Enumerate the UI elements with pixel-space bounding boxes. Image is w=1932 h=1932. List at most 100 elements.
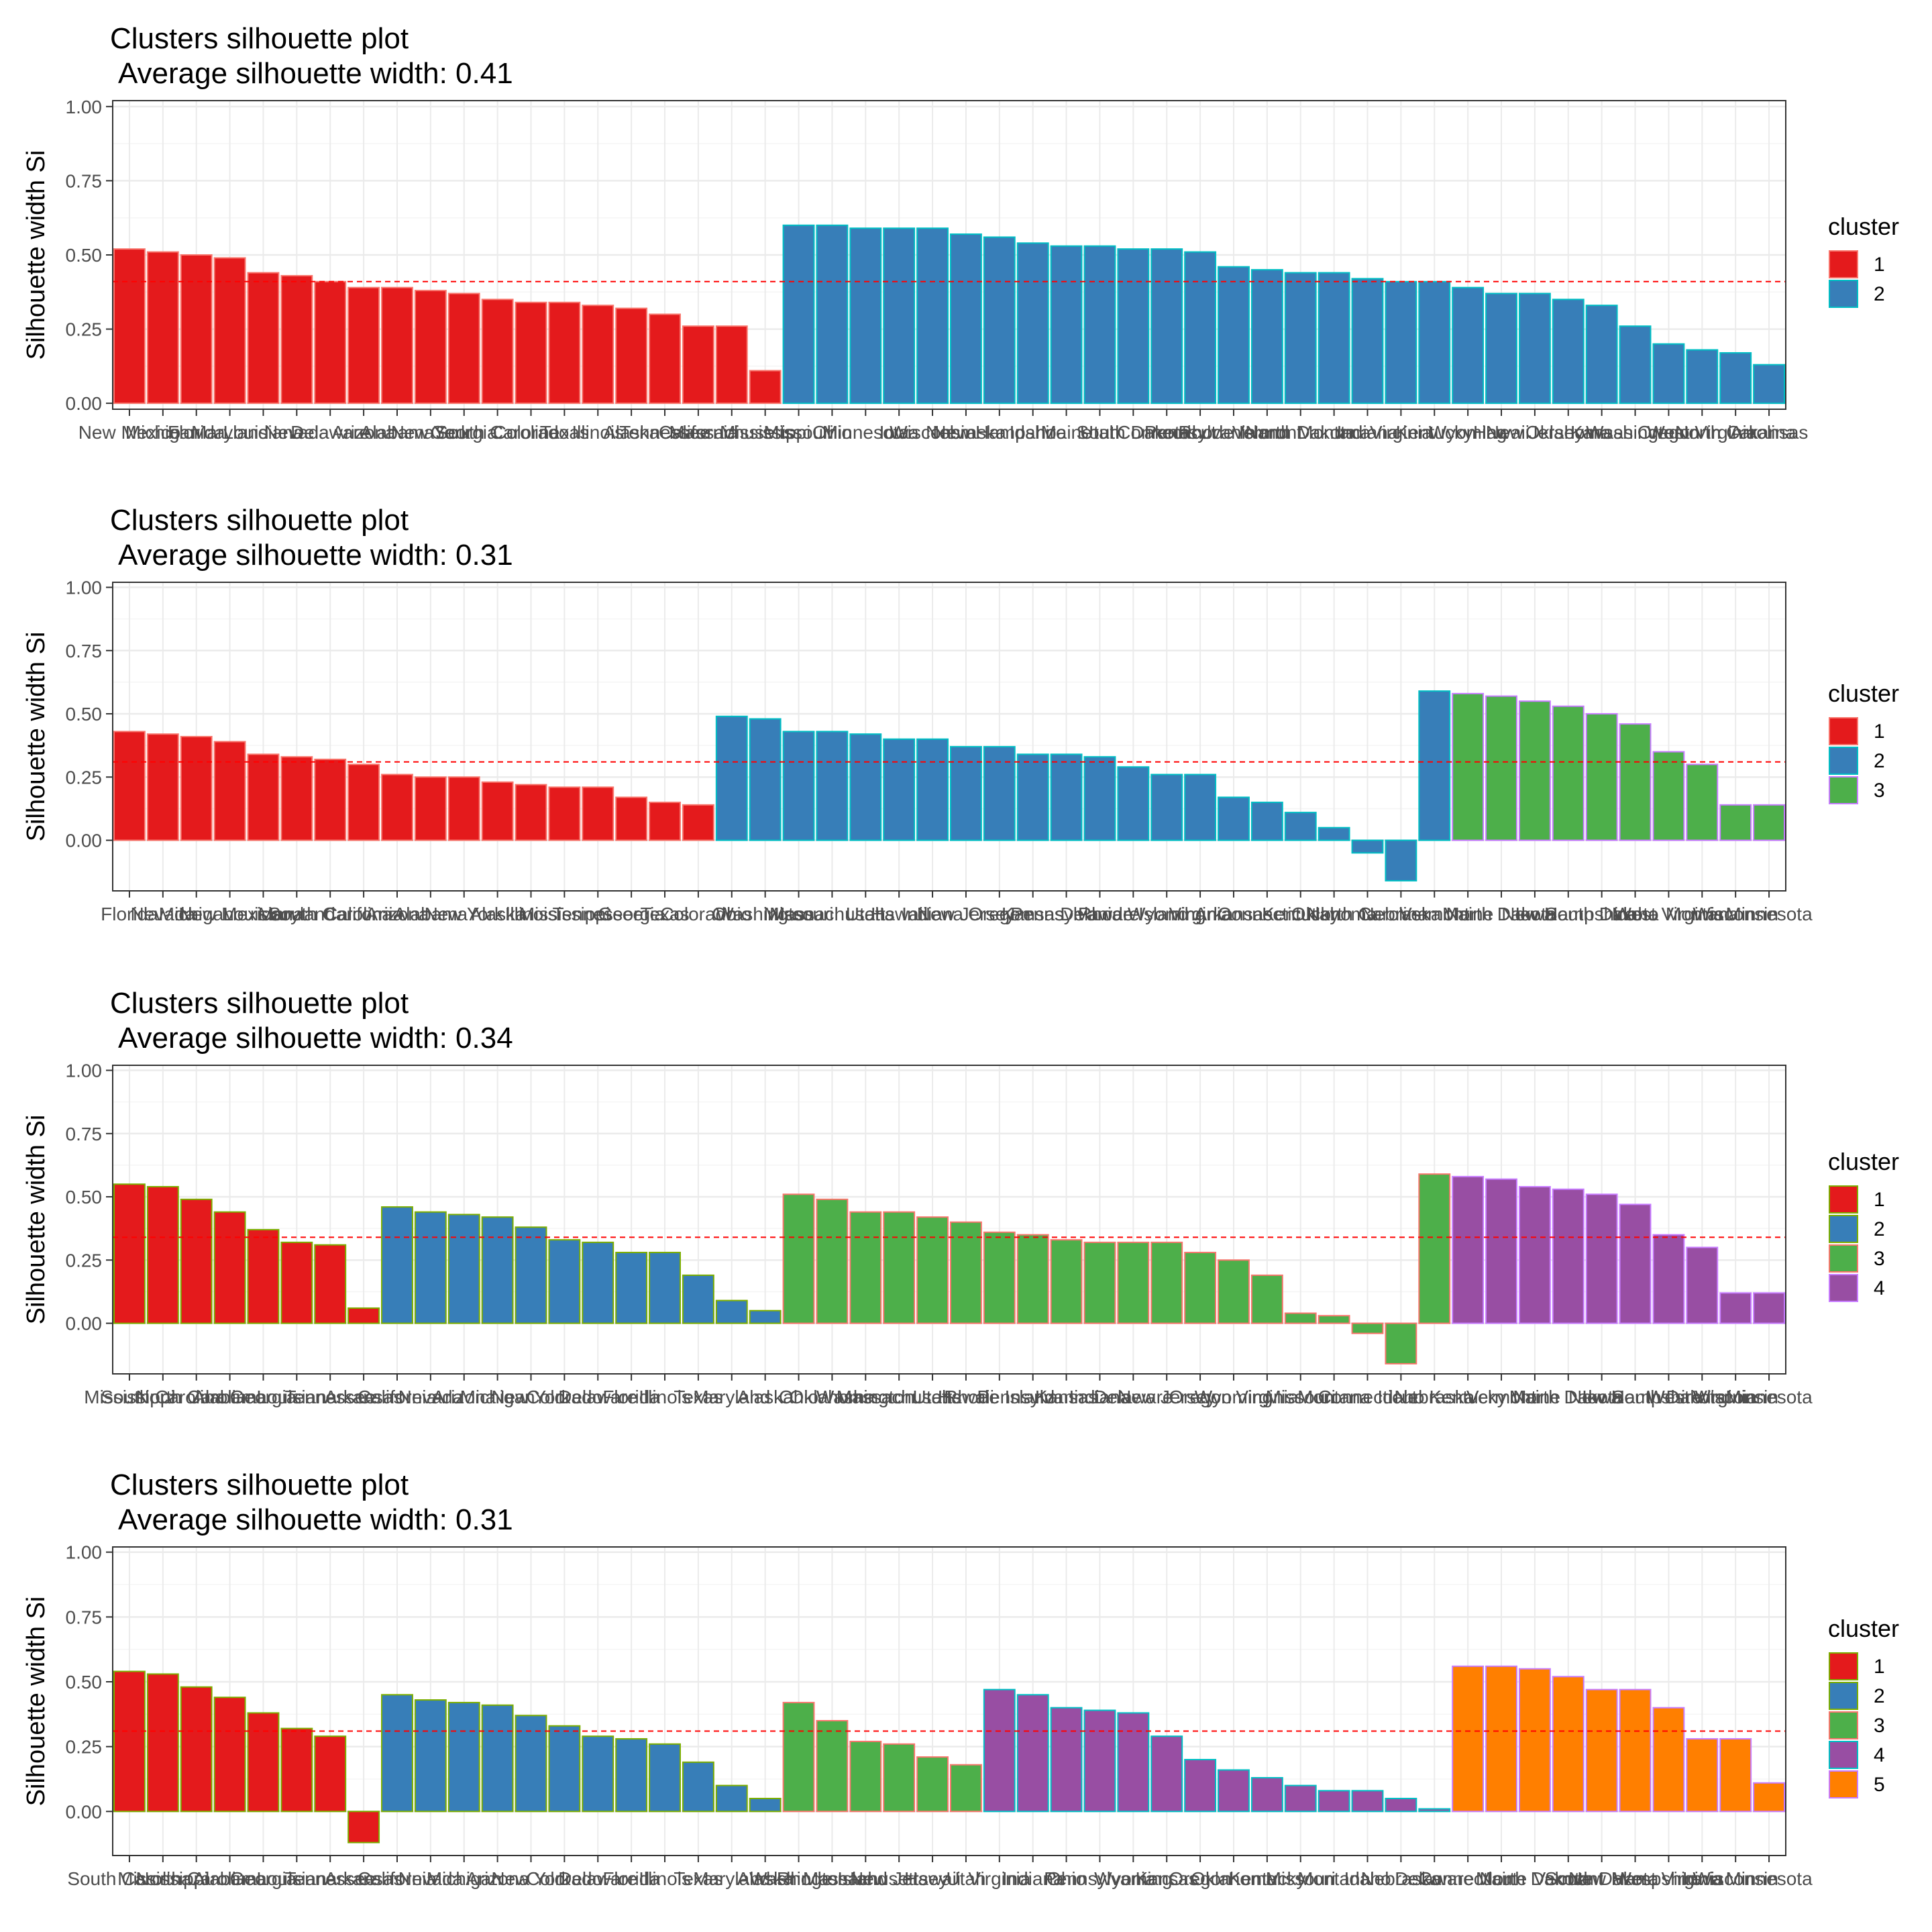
silhouette-bar (1184, 1758, 1217, 1813)
silhouette-bar (949, 1764, 982, 1813)
x-tick-label: Ohio (812, 422, 852, 443)
x-tick-label: Arkansas (1195, 904, 1273, 924)
x-tick-label: Nebraska (1394, 1387, 1474, 1407)
silhouette-bar (146, 251, 179, 405)
silhouette-bar (682, 1274, 714, 1324)
silhouette-bar (649, 1743, 681, 1813)
silhouette-bar (682, 1761, 714, 1813)
x-tick-label: Kentucky (1396, 422, 1473, 443)
x-tick-label: Massachusetts (837, 1387, 962, 1407)
y-axis-title: Silhouette width Si (22, 1597, 50, 1807)
chart-title: Clusters silhouette plot (110, 504, 409, 537)
silhouette-bar (213, 1697, 246, 1813)
silhouette-bar (213, 741, 246, 841)
silhouette-bar (1719, 804, 1752, 841)
y-tick-label: 0.75 (66, 170, 103, 191)
silhouette-bar (782, 731, 815, 841)
silhouette-bar (481, 1216, 514, 1324)
x-tick-label: South Carolina (268, 904, 393, 924)
silhouette-bar (1184, 773, 1217, 841)
x-tick-label: Hawaii (1473, 422, 1529, 443)
silhouette-bar (280, 274, 313, 405)
silhouette-bar (515, 1226, 547, 1324)
x-tick-label: Virginia (1370, 422, 1432, 443)
x-tick-label: South Dakota (1545, 904, 1659, 924)
silhouette-bar (1652, 751, 1685, 841)
silhouette-bar (816, 224, 849, 405)
x-tick-label: Nevada (264, 422, 329, 443)
x-tick-label: Michigan (460, 1387, 535, 1407)
y-tick-label: 0.25 (66, 319, 103, 340)
x-tick-label: Connecticut (1218, 904, 1317, 924)
silhouette-bar (1318, 826, 1350, 841)
x-tick-label: Connecticut (1418, 1868, 1517, 1889)
silhouette-bar (1518, 1668, 1551, 1813)
silhouette-bar (1250, 269, 1283, 405)
silhouette-bar (1686, 1246, 1719, 1324)
x-tick-label: Missouri (1266, 1387, 1336, 1407)
x-tick-label: Wisconsin (1693, 904, 1778, 924)
silhouette-bar (715, 1299, 748, 1324)
x-tick-label: Delaware (1093, 1387, 1173, 1407)
silhouette-bar (649, 313, 681, 405)
silhouette-bar (314, 280, 347, 405)
x-tick-label: Maine (1509, 1387, 1560, 1407)
x-tick-label: Michigan (427, 1868, 502, 1889)
x-tick-label: Montana (1666, 904, 1739, 924)
silhouette-bar (1016, 753, 1049, 841)
silhouette-bar (715, 325, 748, 405)
legend-label: 1 (1874, 254, 1885, 276)
x-tick-label: Ohio (1046, 1868, 1086, 1889)
silhouette-bar (146, 1673, 179, 1813)
x-tick-label: North Dakota (1513, 1387, 1623, 1407)
x-tick-label: Minnesota (822, 422, 910, 443)
chart-title: Clusters silhouette plot (110, 1468, 409, 1501)
silhouette-bar (1385, 280, 1417, 405)
x-tick-label: Rhode Island (1078, 904, 1189, 924)
silhouette-bar (1250, 1777, 1283, 1813)
silhouette-bar (1351, 278, 1384, 405)
x-tick-label: Utah (1080, 422, 1120, 443)
y-tick-label: 0.25 (66, 1737, 103, 1758)
silhouette-bar (1485, 1665, 1517, 1813)
chart-subtitle: Average silhouette width: 0.31 (118, 1503, 513, 1536)
silhouette-bar (548, 301, 581, 405)
x-tick-label: Indiana (1069, 1387, 1131, 1407)
x-tick-label: Indiana (1002, 1868, 1064, 1889)
silhouette-bar (447, 776, 480, 841)
y-tick-label: 0.00 (66, 1801, 103, 1822)
silhouette-bar (1318, 272, 1350, 405)
silhouette-bar (1552, 1676, 1585, 1813)
silhouette-bar (414, 290, 447, 405)
x-tick-label: West Virginia (1613, 1868, 1723, 1889)
x-tick-label: Arizona (366, 904, 429, 924)
panel-border (112, 100, 1786, 410)
x-tick-label: Hawaii (938, 1387, 994, 1407)
silhouette-bar (1686, 1738, 1719, 1813)
x-tick-label: Texas (674, 1868, 722, 1889)
x-tick-label: Kentucky (1228, 1868, 1305, 1889)
silhouette-bar (280, 1727, 313, 1813)
x-tick-label: Colorado (493, 422, 570, 443)
chart-title: Clusters silhouette plot (110, 987, 409, 1020)
x-tick-label: Utah (912, 1387, 952, 1407)
x-tick-label: New Mexico (78, 422, 180, 443)
silhouette-bar (1184, 1252, 1217, 1324)
silhouette-bar (481, 781, 514, 841)
x-tick-label: Oklahoma (790, 1387, 875, 1407)
silhouette-bar (515, 301, 547, 405)
x-tick-label: Ohio (712, 904, 751, 924)
silhouette-bar (381, 286, 413, 405)
silhouette-bar (213, 1211, 246, 1324)
silhouette-bar (849, 1211, 882, 1324)
silhouette-bar (582, 1241, 614, 1324)
y-tick-label: 0.25 (66, 1250, 103, 1271)
silhouette-bar (615, 796, 648, 841)
silhouette-bar (1619, 723, 1652, 841)
silhouette-bar (1218, 1769, 1250, 1813)
x-tick-label: New Hampshire (932, 422, 1066, 443)
silhouette-bar (1552, 1188, 1585, 1324)
